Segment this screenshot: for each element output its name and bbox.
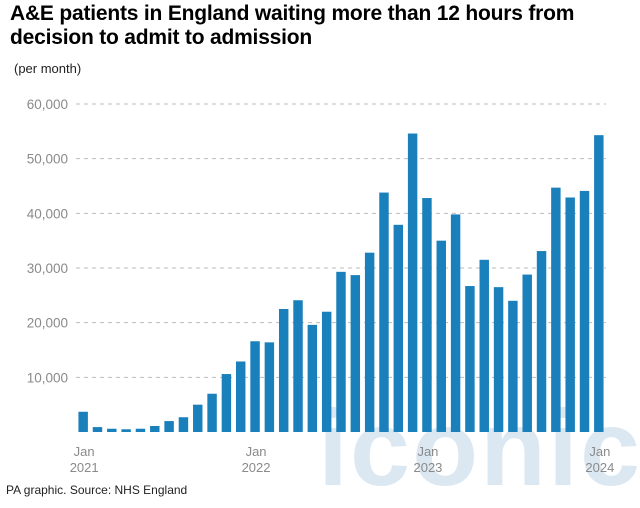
bar	[479, 259, 489, 432]
y-tick-label: 40,000	[27, 206, 68, 221]
bar	[579, 190, 590, 432]
bar	[594, 135, 604, 432]
x-tick-label: 2024	[585, 460, 614, 475]
bar	[307, 324, 318, 432]
bar	[278, 309, 289, 432]
bar	[551, 187, 561, 432]
y-tick-label: 60,000	[27, 97, 68, 112]
y-axis-unit-label: (per month)	[14, 61, 82, 76]
bar	[92, 427, 103, 432]
chart-title: A&E patients in England waiting more tha…	[10, 2, 575, 49]
bar	[450, 214, 461, 432]
bars	[78, 133, 604, 432]
x-tick-label: Jan	[589, 444, 610, 459]
bar	[193, 404, 203, 432]
y-tick-label: 20,000	[27, 316, 68, 331]
bar	[178, 417, 189, 432]
bar	[336, 271, 346, 432]
bar	[293, 300, 303, 432]
bar	[393, 224, 404, 432]
x-tick-label: Jan	[246, 444, 267, 459]
bar	[465, 286, 475, 432]
bar	[407, 133, 418, 432]
bar	[436, 240, 446, 432]
bar	[207, 393, 217, 432]
bar	[364, 252, 375, 432]
bar	[264, 342, 275, 432]
bar	[536, 251, 547, 432]
bar	[422, 198, 432, 432]
bar	[565, 197, 575, 432]
bar	[321, 311, 332, 432]
bar	[164, 421, 174, 432]
bar	[78, 411, 88, 432]
bar	[250, 341, 260, 432]
bar	[221, 374, 232, 432]
bar	[107, 428, 117, 432]
bar	[350, 275, 361, 432]
bar	[493, 287, 504, 432]
source-credit: PA graphic. Source: NHS England	[6, 483, 188, 497]
bar	[508, 300, 518, 432]
y-tick-label: 50,000	[27, 152, 68, 167]
bar	[135, 428, 146, 432]
bar	[379, 192, 389, 432]
y-tick-labels: 10,000 20,000 30,000 40,000 50,000 60,000	[27, 97, 68, 385]
x-tick-label: Jan	[74, 444, 95, 459]
bar	[522, 274, 532, 432]
bar	[121, 429, 131, 432]
x-tick-label: 2021	[70, 460, 99, 475]
bar	[236, 361, 246, 432]
y-tick-label: 10,000	[27, 370, 68, 385]
y-tick-label: 30,000	[27, 261, 68, 276]
x-tick-label: Jan	[417, 444, 438, 459]
bar	[150, 425, 160, 432]
x-tick-label: 2023	[413, 460, 442, 475]
x-tick-label: 2022	[242, 460, 271, 475]
